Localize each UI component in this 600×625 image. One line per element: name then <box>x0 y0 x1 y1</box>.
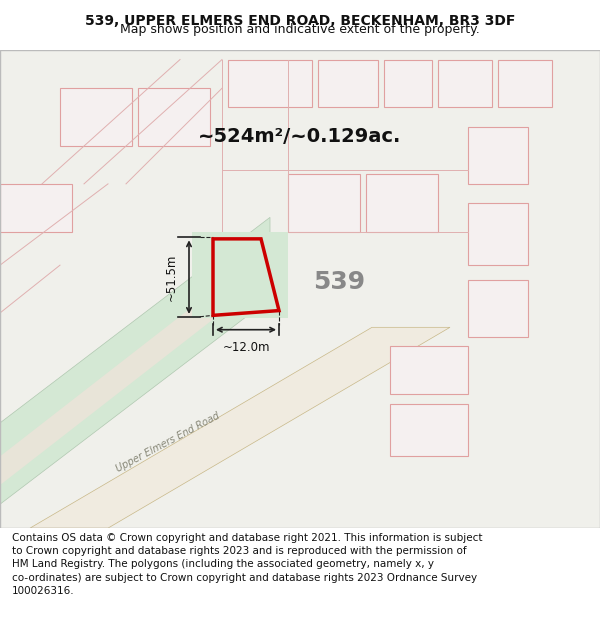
Polygon shape <box>390 404 468 456</box>
Polygon shape <box>498 59 552 108</box>
Text: ~51.5m: ~51.5m <box>164 253 178 301</box>
Polygon shape <box>0 217 270 504</box>
Polygon shape <box>60 88 132 146</box>
Text: 539, UPPER ELMERS END ROAD, BECKENHAM, BR3 3DF: 539, UPPER ELMERS END ROAD, BECKENHAM, B… <box>85 14 515 28</box>
Polygon shape <box>288 174 360 232</box>
Text: Upper Elmers End Road: Upper Elmers End Road <box>115 411 221 474</box>
Polygon shape <box>366 174 438 232</box>
Polygon shape <box>318 59 378 108</box>
Polygon shape <box>0 184 72 232</box>
Text: 539: 539 <box>313 270 365 294</box>
Polygon shape <box>468 126 528 184</box>
Polygon shape <box>384 59 432 108</box>
Text: Contains OS data © Crown copyright and database right 2021. This information is : Contains OS data © Crown copyright and d… <box>12 533 482 596</box>
Text: ~524m²/~0.129ac.: ~524m²/~0.129ac. <box>199 126 401 146</box>
Polygon shape <box>438 59 492 108</box>
Polygon shape <box>390 346 468 394</box>
Polygon shape <box>138 88 210 146</box>
Polygon shape <box>0 261 252 485</box>
Polygon shape <box>468 203 528 265</box>
Polygon shape <box>468 279 528 337</box>
Polygon shape <box>192 232 288 318</box>
Polygon shape <box>30 328 450 528</box>
Polygon shape <box>228 59 312 108</box>
Text: Map shows position and indicative extent of the property.: Map shows position and indicative extent… <box>120 23 480 36</box>
Text: ~12.0m: ~12.0m <box>222 341 270 354</box>
